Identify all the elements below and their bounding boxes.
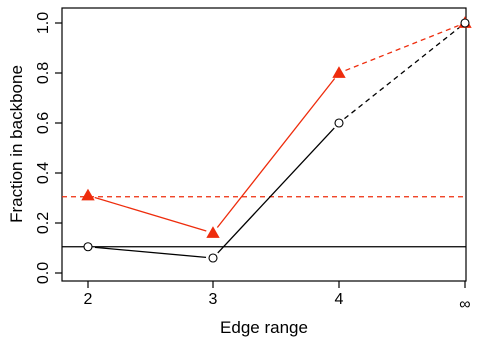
- y-tick-label: 0.8: [35, 62, 52, 84]
- x-tick-label: 2: [84, 291, 93, 308]
- y-axis-title: Fraction in backbone: [7, 65, 26, 223]
- series-segment: [94, 246, 207, 259]
- reference-lines: [62, 196, 466, 248]
- circle-marker: [334, 118, 344, 128]
- triangle-marker: [332, 66, 346, 78]
- circle-marker: [460, 18, 470, 28]
- series-segment: [345, 24, 459, 72]
- series-segment: [217, 127, 335, 254]
- x-axis-title: Edge range: [220, 318, 308, 337]
- x-tick-label: 3: [209, 291, 218, 308]
- y-tick-label: 1.0: [35, 12, 52, 34]
- series-segment: [344, 26, 460, 120]
- y-tick-label: 0.4: [35, 162, 52, 184]
- triangle-marker: [206, 226, 220, 238]
- series-markers: [81, 16, 472, 263]
- y-tick-label: 0.2: [35, 212, 52, 234]
- triangle-marker: [81, 188, 95, 201]
- series-segment: [216, 78, 336, 228]
- circle-marker: [83, 242, 93, 252]
- y-axis: 0.0 0.2 0.4 0.6 0.8 1.0: [35, 12, 62, 284]
- y-tick-label: 0.0: [35, 262, 52, 284]
- x-tick-label: ∞: [459, 296, 470, 313]
- circle-marker: [208, 253, 218, 263]
- x-tick-label: 4: [335, 291, 344, 308]
- x-axis: 2 3 4 ∞: [84, 281, 471, 313]
- y-tick-label: 0.6: [35, 112, 52, 134]
- series-segment: [94, 196, 207, 232]
- plot-frame: [61, 7, 467, 282]
- series-lines: [94, 24, 460, 259]
